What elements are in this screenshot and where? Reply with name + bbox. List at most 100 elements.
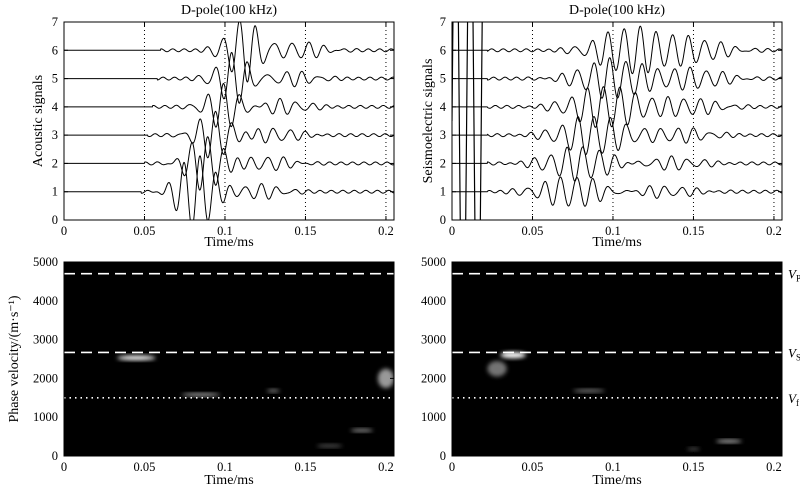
chart-title: D-pole(100 kHz) (569, 3, 665, 18)
reference-lines (64, 272, 394, 399)
energy-blobs (117, 355, 394, 448)
x-tick-label: 0.2 (378, 460, 394, 474)
y-tick-labels: 0 1 2 3 4 5 6 7 (52, 15, 394, 227)
plot-area (452, 22, 782, 220)
axes-frame (63, 261, 395, 457)
waveform-trace (64, 51, 394, 104)
y-tick-label: 0 (440, 213, 446, 227)
x-tick-labels: 0 0.05 0.1 0.15 0.2 (449, 22, 782, 238)
x-tick-label: 0.2 (766, 224, 782, 238)
x-tick-label: 0.2 (766, 460, 782, 474)
y-tick-label: 7 (440, 15, 446, 29)
energy-blob (266, 389, 280, 393)
energy-blob (181, 393, 221, 397)
y-tick-label: 4 (52, 100, 59, 114)
y-axis-label: Acoustic signals (31, 75, 46, 167)
x-axis-label: Time/ms (592, 473, 641, 488)
y-tick-label: 5 (52, 72, 58, 86)
x-axis-label: Time/ms (204, 235, 253, 250)
x-tick-label: 0 (61, 224, 67, 238)
x-axis-label: Time/ms (592, 235, 641, 250)
y-tick-label: 1 (440, 185, 446, 199)
y-tick-label: 6 (440, 43, 446, 57)
velocity-label: Vf (788, 391, 799, 408)
panel-phase-velocity-seismoelectric: 0 0.05 0.1 0.15 0.2 0 1000 2000 3000 4000 5000 VP… (421, 255, 800, 488)
x-tick-label: 0 (449, 460, 455, 474)
y-tick-label: 5 (440, 72, 446, 86)
x-tick-label: 0.05 (522, 460, 544, 474)
x-tick-label: 0.2 (378, 224, 394, 238)
y-tick-label: 3 (52, 128, 58, 142)
vertical-guides (143, 22, 387, 220)
y-tick-label: 1000 (421, 410, 446, 424)
y-tick-label: 3000 (33, 333, 58, 347)
axes-frame (451, 21, 783, 221)
reference-lines (452, 272, 782, 399)
x-axis-label: Time/ms (204, 473, 253, 488)
y-tick-label: 0 (52, 213, 58, 227)
waveform-trace (452, 176, 782, 207)
y-tick-label: 1 (52, 185, 58, 199)
y-tick-labels: 0 1 2 3 4 5 6 7 (440, 15, 782, 227)
x-tick-label: 0.15 (683, 460, 705, 474)
y-tick-label: 4 (440, 100, 447, 114)
chart-title: D-pole(100 kHz) (181, 3, 277, 18)
energy-blob (572, 389, 605, 393)
x-tick-label: 0 (61, 460, 67, 474)
energy-blob (350, 428, 374, 432)
x-tick-labels: 0 0.05 0.1 0.15 0.2 (61, 22, 394, 238)
x-tick-label: 0.15 (295, 224, 317, 238)
y-tick-label: 4000 (421, 294, 446, 308)
y-tick-label: 4000 (33, 294, 58, 308)
y-tick-label: 7 (52, 15, 58, 29)
y-tick-label: 6 (52, 43, 58, 57)
y-axis-label: Seismoelectric signals (421, 59, 436, 184)
energy-blob (316, 444, 343, 448)
energy-blob (487, 360, 507, 377)
x-tick-label: 0.1 (605, 460, 621, 474)
axes-frame (63, 21, 395, 221)
x-tick-label: 0.05 (134, 224, 156, 238)
x-tick-label: 0.1 (217, 224, 233, 238)
trace-group (64, 22, 394, 220)
energy-blobs (487, 352, 742, 451)
trace-group (452, 22, 782, 220)
waveform-trace (64, 155, 394, 220)
waveform-trace (64, 110, 394, 159)
y-tick-label: 5000 (421, 255, 446, 269)
heatmap-background (64, 262, 394, 456)
energy-blob (377, 368, 394, 389)
y-tick-labels: 0 1000 2000 3000 4000 5000 (421, 255, 782, 463)
y-tick-label: 3000 (421, 333, 446, 347)
y-tick-label: 2000 (421, 371, 446, 385)
waveform-trace (64, 136, 394, 191)
waveform-trace (452, 57, 782, 99)
waveform-trace (452, 25, 782, 75)
x-tick-label: 0.05 (522, 224, 544, 238)
x-tick-label: 0.15 (295, 460, 317, 474)
panel-seismoelectric-signals: D-pole(100 kHz) 0 0.05 0.1 0.15 0.2 0 1 2 3 4 5 6 7… (421, 3, 783, 250)
y-tick-label: 2 (440, 156, 446, 170)
panel-acoustic-signals: D-pole(100 kHz) 0 0.05 0.1 0.15 0.2 0 1 2 3 4 5 6 7… (31, 3, 395, 250)
y-tick-label: 1000 (33, 410, 58, 424)
y-tick-labels: 0 1000 2000 3000 4000 5000 (33, 255, 394, 463)
x-tick-labels: 0 0.05 0.1 0.15 0.2 (449, 262, 782, 474)
axes-frame (451, 261, 783, 457)
y-tick-label: 2000 (33, 371, 58, 385)
x-tick-label: 0.05 (134, 460, 156, 474)
x-tick-label: 0 (449, 224, 455, 238)
x-tick-label: 0.15 (683, 224, 705, 238)
energy-blob (687, 447, 700, 451)
velocity-label: VS (788, 345, 800, 362)
y-tick-label: 0 (440, 449, 446, 463)
y-tick-label: 3 (440, 128, 446, 142)
energy-blob (716, 439, 742, 443)
waveform-trace (452, 116, 782, 156)
velocity-labels: VP VS Vf (788, 267, 800, 408)
x-tick-labels: 0 0.05 0.1 0.15 0.2 (61, 262, 394, 474)
y-axis-label: Phase velocity/(m·s⁻¹) (7, 295, 22, 422)
waveform-trace (452, 146, 782, 182)
velocity-label: VP (788, 267, 800, 284)
heatmap-background (452, 262, 782, 456)
